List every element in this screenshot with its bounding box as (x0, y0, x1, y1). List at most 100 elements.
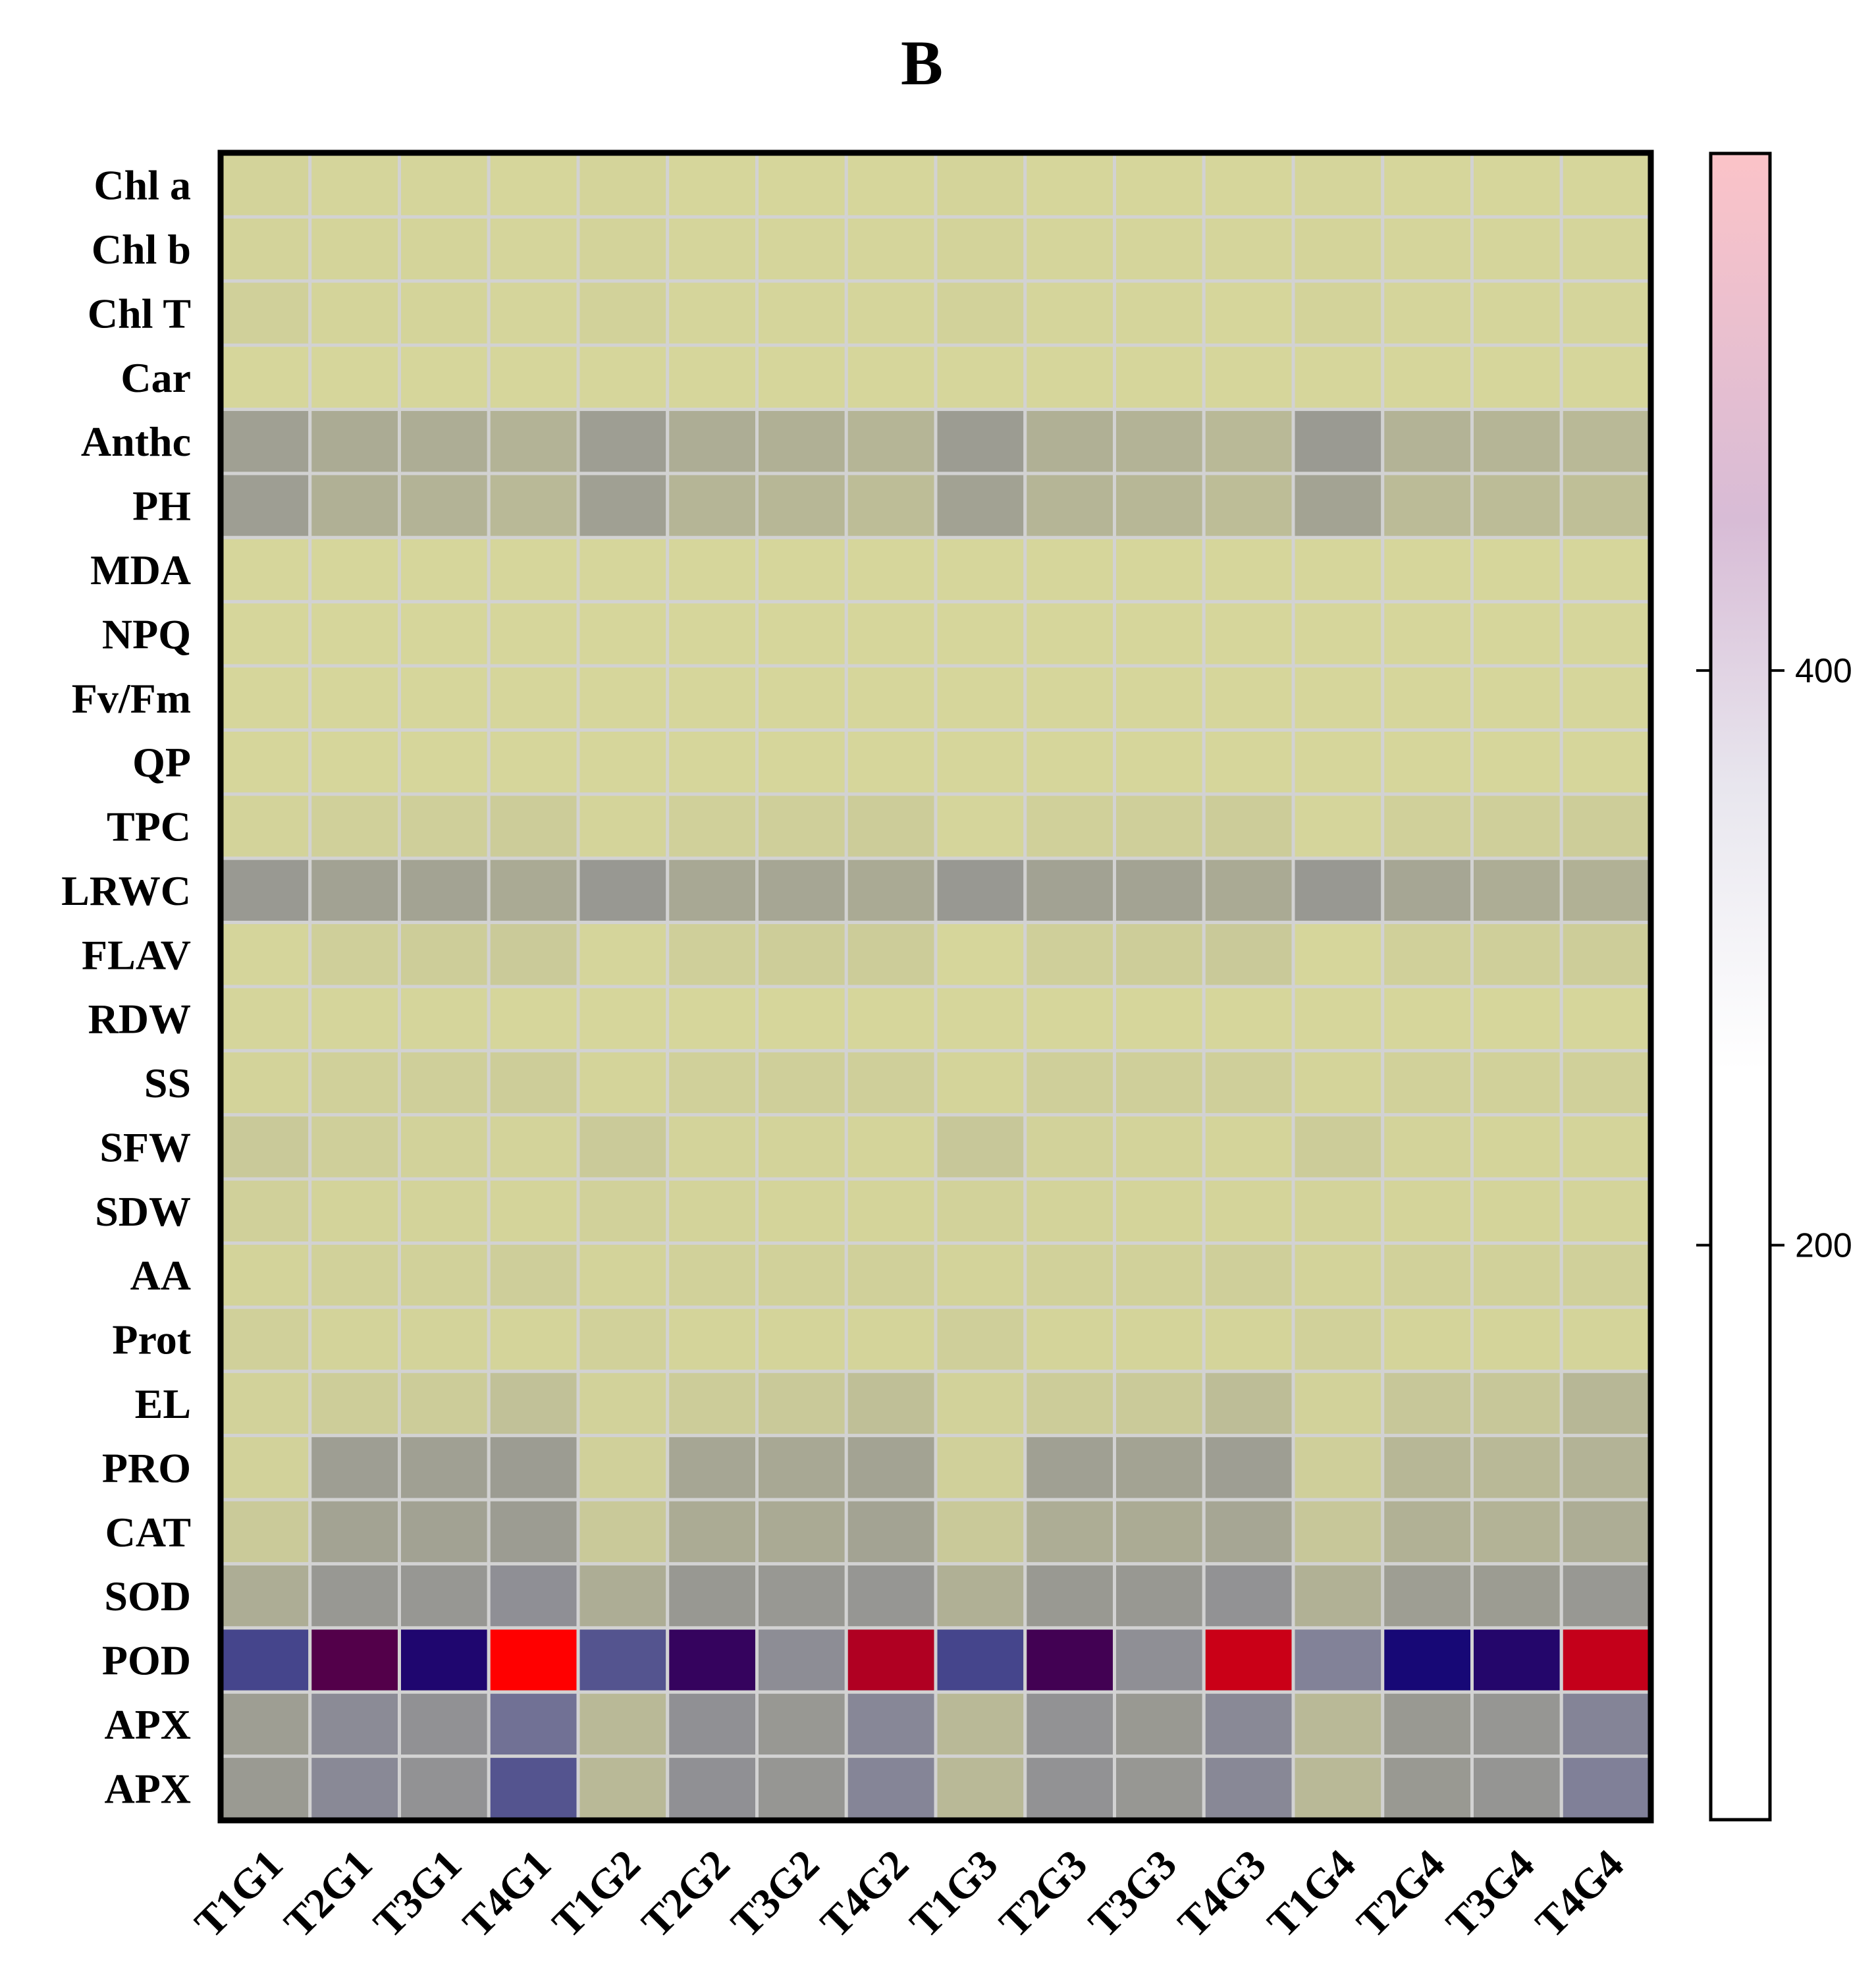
heatmap-cell (1381, 728, 1474, 796)
column-label: T4G2 (811, 1841, 917, 1947)
heatmap-cell (1113, 1369, 1206, 1438)
heatmap-cell (934, 215, 1027, 283)
heatmap-cell (308, 1241, 401, 1309)
heatmap-cell (308, 1048, 401, 1117)
heatmap-cell (576, 985, 670, 1052)
heatmap-cell (1559, 1241, 1653, 1309)
heatmap-cell (1113, 856, 1206, 925)
heatmap-cell (1559, 1626, 1653, 1694)
heatmap-cell (308, 728, 401, 796)
heatmap-cell (219, 664, 312, 732)
column-label: T2G1 (275, 1841, 381, 1947)
heatmap-cell (844, 921, 938, 989)
heatmap-cell (1202, 792, 1295, 860)
heatmap-cell (1470, 1177, 1563, 1245)
heatmap-cell (1559, 279, 1653, 347)
heatmap-cell (1470, 215, 1563, 283)
heatmap-cell (1113, 343, 1206, 412)
heatmap-cell (219, 1177, 312, 1245)
heatmap-cell (1470, 792, 1563, 860)
heatmap-cell (934, 408, 1027, 476)
plot-frame (217, 150, 1654, 1824)
heatmap-cell (1113, 1562, 1206, 1630)
heatmap-cell (308, 600, 401, 668)
heatmap-cell (1470, 1690, 1563, 1758)
heatmap-cell (1559, 1690, 1653, 1758)
heatmap-cell (1470, 1562, 1563, 1630)
heatmap-cell (934, 1562, 1027, 1630)
column-label: T3G3 (1079, 1841, 1185, 1947)
heatmap-cell (755, 856, 848, 925)
heatmap-cell (308, 1113, 401, 1181)
heatmap-cell (666, 1177, 759, 1245)
heatmap-cell (1559, 792, 1653, 860)
heatmap-cell (308, 1177, 401, 1245)
heatmap-cell (487, 1177, 580, 1245)
heatmap-cell (755, 664, 848, 732)
heatmap-cell (576, 215, 670, 283)
heatmap-cell (1023, 472, 1116, 539)
heatmap-cell (487, 279, 580, 347)
heatmap-cell (487, 985, 580, 1052)
heatmap-cell (1202, 1113, 1295, 1181)
heatmap-cell (1559, 151, 1653, 219)
heatmap-cell (844, 1048, 938, 1117)
heatmap-cell (844, 408, 938, 476)
heatmap-cell (1113, 1177, 1206, 1245)
heatmap-cell (844, 151, 938, 219)
heatmap-cell (398, 1754, 491, 1822)
heatmap-cell (219, 1434, 312, 1502)
heatmap-cell (487, 1626, 580, 1694)
heatmap-cell (308, 343, 401, 412)
heatmap-cell (755, 921, 848, 989)
heatmap-cell (666, 472, 759, 539)
heatmap-cell (219, 1690, 312, 1758)
heatmap-cell (1202, 1369, 1295, 1438)
heatmap-cell (934, 1626, 1027, 1694)
heatmap-cell (398, 279, 491, 347)
heatmap-cell (1559, 664, 1653, 732)
heatmap-cell (1023, 1498, 1116, 1565)
heatmap-cell (1470, 1241, 1563, 1309)
row-label: Anthc (81, 418, 191, 465)
heatmap-cell (1291, 1113, 1385, 1181)
heatmap-cell (1470, 1434, 1563, 1502)
heatmap-cell (1559, 985, 1653, 1052)
heatmap-cell (308, 472, 401, 539)
heatmap-cell (844, 472, 938, 539)
heatmap-cell (666, 1434, 759, 1502)
heatmap-cell (1559, 1177, 1653, 1245)
heatmap-cell (487, 472, 580, 539)
heatmap-cell (1291, 921, 1385, 989)
heatmap-cell (666, 1562, 759, 1630)
column-label: T4G3 (1169, 1841, 1275, 1947)
heatmap-cell (1559, 856, 1653, 925)
row-label: SFW (99, 1124, 191, 1170)
heatmap-cell (1470, 600, 1563, 668)
heatmap-cell (1470, 1498, 1563, 1565)
heatmap-cell (1559, 1434, 1653, 1502)
heatmap-cell (576, 1048, 670, 1117)
heatmap-cell (1559, 600, 1653, 668)
heatmap-cell (1202, 1754, 1295, 1822)
heatmap-cell (934, 856, 1027, 925)
heatmap-cell (1381, 215, 1474, 283)
heatmap-cell (844, 1113, 938, 1181)
heatmap-cell (1559, 408, 1653, 476)
heatmap-cell (219, 1241, 312, 1309)
heatmap-cell (934, 472, 1027, 539)
heatmap-cell (666, 1048, 759, 1117)
heatmap-cell (844, 1241, 938, 1309)
heatmap-cell (576, 1690, 670, 1758)
heatmap-cell (1113, 1305, 1206, 1373)
heatmap-cell (844, 1626, 938, 1694)
heatmap-cell (576, 151, 670, 219)
heatmap-cell (576, 343, 670, 412)
heatmap-cell (755, 1177, 848, 1245)
heatmap-cell (398, 792, 491, 860)
heatmap-cell (308, 1562, 401, 1630)
heatmap-cell (1470, 343, 1563, 412)
row-label: SDW (95, 1188, 191, 1235)
heatmap-cell (1023, 664, 1116, 732)
heatmap-cell (755, 1305, 848, 1373)
